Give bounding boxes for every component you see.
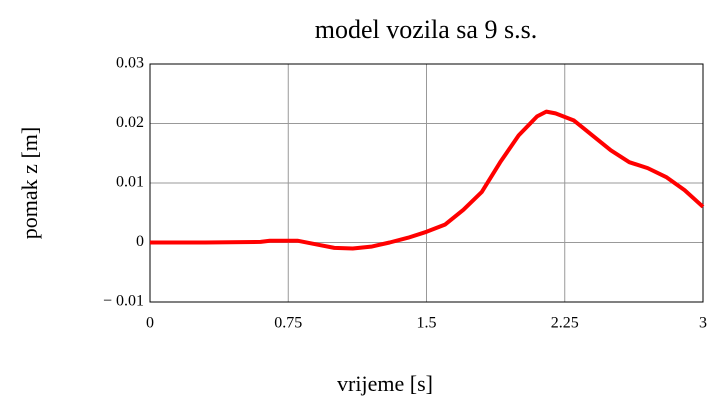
plot-frame [149,63,704,303]
y-tick-label: 0.02 [116,114,144,131]
x-tick-label: 2.25 [551,315,579,332]
y-tick-label: 0 [136,233,144,250]
x-tick-label: 0.75 [274,315,302,332]
x-tick-label: 0 [146,315,154,332]
x-tick-label: 3 [699,315,707,332]
y-tick-label: − 0.01 [103,293,144,310]
x-axis-label: vrijeme [s] [337,371,433,396]
data-line [150,109,705,251]
y-tick-label: 0.01 [116,174,144,191]
chart-title: model vozila sa 9 s.s. [315,15,537,44]
y-tick-label: 0.03 [116,55,144,72]
x-tick-label: 1.5 [417,315,437,332]
y-axis-label: pomak z [m] [17,127,42,239]
